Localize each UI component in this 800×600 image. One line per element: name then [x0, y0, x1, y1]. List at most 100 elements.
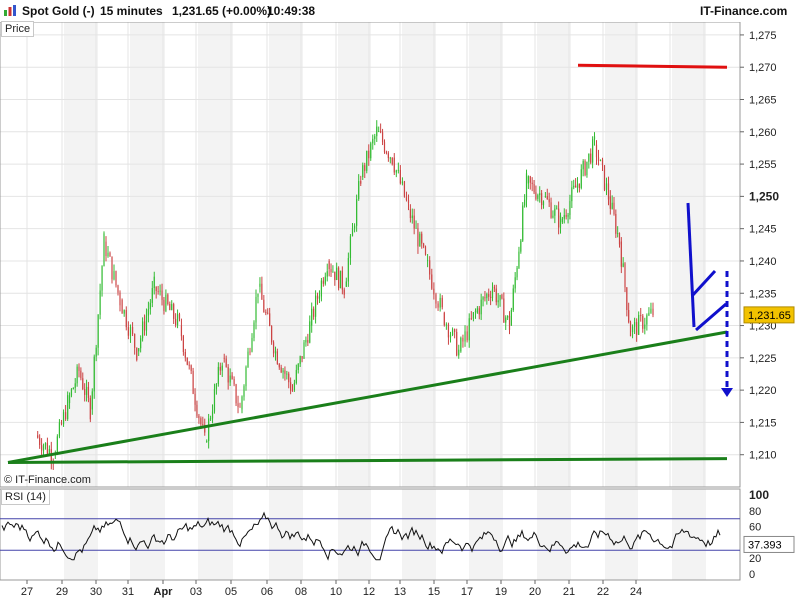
candle-body: [468, 318, 470, 341]
x-tick-label: 10: [330, 586, 342, 598]
candle-body: [482, 297, 484, 300]
last-price-badge-text: 1,231.65: [748, 310, 791, 322]
candle-body: [293, 383, 296, 391]
candle-body: [194, 393, 196, 405]
candle-body: [175, 318, 177, 326]
day-band: [338, 489, 371, 580]
candle-body: [328, 260, 330, 270]
candle-body: [347, 258, 349, 282]
candle-body: [119, 292, 121, 306]
candle-body: [159, 290, 161, 292]
candle-body: [458, 349, 460, 356]
candle-body: [209, 418, 212, 420]
watermark: © IT-Finance.com: [4, 474, 91, 486]
candle-body: [366, 150, 368, 171]
rsi-y-tick-label: 80: [749, 506, 761, 518]
candle-body: [578, 183, 580, 188]
candle-body: [255, 296, 257, 323]
day-band: [402, 22, 436, 487]
candle-body: [113, 271, 115, 280]
rsi-panel-frame: [0, 488, 741, 581]
rsi-y-tick-label: 60: [749, 522, 761, 534]
day-band: [64, 489, 98, 580]
candle-body: [251, 337, 253, 352]
candle-body: [633, 322, 636, 327]
candle-body: [245, 367, 247, 387]
candle-body: [642, 315, 644, 329]
candle-body: [520, 240, 522, 252]
candle-body: [272, 342, 275, 354]
candle-body: [155, 286, 157, 292]
candle-body: [343, 289, 345, 295]
candle-body: [601, 159, 604, 166]
candle-body: [265, 312, 267, 314]
candle-body: [345, 281, 347, 287]
candle-body: [638, 315, 640, 335]
candle-body: [493, 286, 495, 289]
candle-body: [269, 313, 271, 327]
candle-body: [516, 267, 518, 278]
rsi-value-badge: [743, 535, 795, 553]
candle-body: [541, 193, 543, 206]
x-tick-label: 13: [394, 586, 406, 598]
candle-body: [607, 183, 610, 200]
x-tick-label: 05: [225, 586, 237, 598]
candle-body: [626, 287, 628, 311]
candle-body: [466, 331, 468, 341]
day-band: [402, 489, 436, 580]
brand-name[interactable]: IT-Finance.com: [700, 4, 788, 18]
candle-body: [121, 299, 123, 314]
candle-body: [605, 183, 608, 190]
candle-body: [48, 449, 50, 454]
candle-body: [437, 303, 439, 308]
candle-body: [563, 215, 565, 219]
candle-body: [424, 246, 427, 255]
candle-body: [558, 208, 560, 228]
candle-body: [644, 324, 646, 329]
candle-body: [217, 366, 219, 385]
candle-body: [569, 201, 571, 215]
candle-body: [290, 382, 292, 391]
candle-body: [351, 228, 354, 237]
candle-body: [497, 300, 499, 303]
candle-body: [486, 294, 488, 299]
candle-body: [186, 357, 188, 365]
x-tick-label: 15: [428, 586, 440, 598]
candle-body: [129, 327, 132, 336]
candle-body: [595, 144, 598, 158]
candle-body: [358, 181, 360, 200]
candle-body: [309, 321, 311, 343]
candle-body: [474, 310, 477, 313]
candle-body: [652, 308, 654, 316]
candle-body: [472, 312, 475, 319]
candle-body: [227, 367, 229, 383]
candle-body: [334, 271, 336, 281]
candle-body: [307, 339, 309, 343]
candle-body: [249, 351, 251, 353]
y-tick-label: 1,270: [749, 62, 777, 74]
candle-body: [417, 228, 419, 247]
candle-body: [401, 181, 404, 184]
candle-body: [276, 351, 278, 365]
candle-body: [288, 373, 290, 383]
bar-chart-icon[interactable]: [3, 5, 17, 16]
candle-body: [295, 369, 297, 384]
candle-body: [284, 370, 286, 374]
candle-body: [374, 136, 376, 139]
candle-body: [580, 169, 582, 188]
candle-body: [567, 214, 569, 217]
rsi-panel-label: RSI (14): [1, 489, 50, 505]
candle-body: [586, 161, 588, 176]
candle-body: [378, 131, 380, 132]
y-tick-label: 1,230: [749, 321, 777, 333]
day-band: [198, 489, 233, 580]
candle-body: [462, 337, 464, 342]
quote-value: 1,231.65 (+0.00%): [172, 4, 272, 18]
candle-body: [628, 310, 630, 323]
candle-body: [182, 336, 184, 353]
x-tick-label: 08: [295, 586, 307, 598]
candle-body: [87, 386, 90, 398]
candle-body: [136, 347, 138, 360]
candle-body: [42, 445, 45, 451]
candle-body: [393, 157, 395, 173]
